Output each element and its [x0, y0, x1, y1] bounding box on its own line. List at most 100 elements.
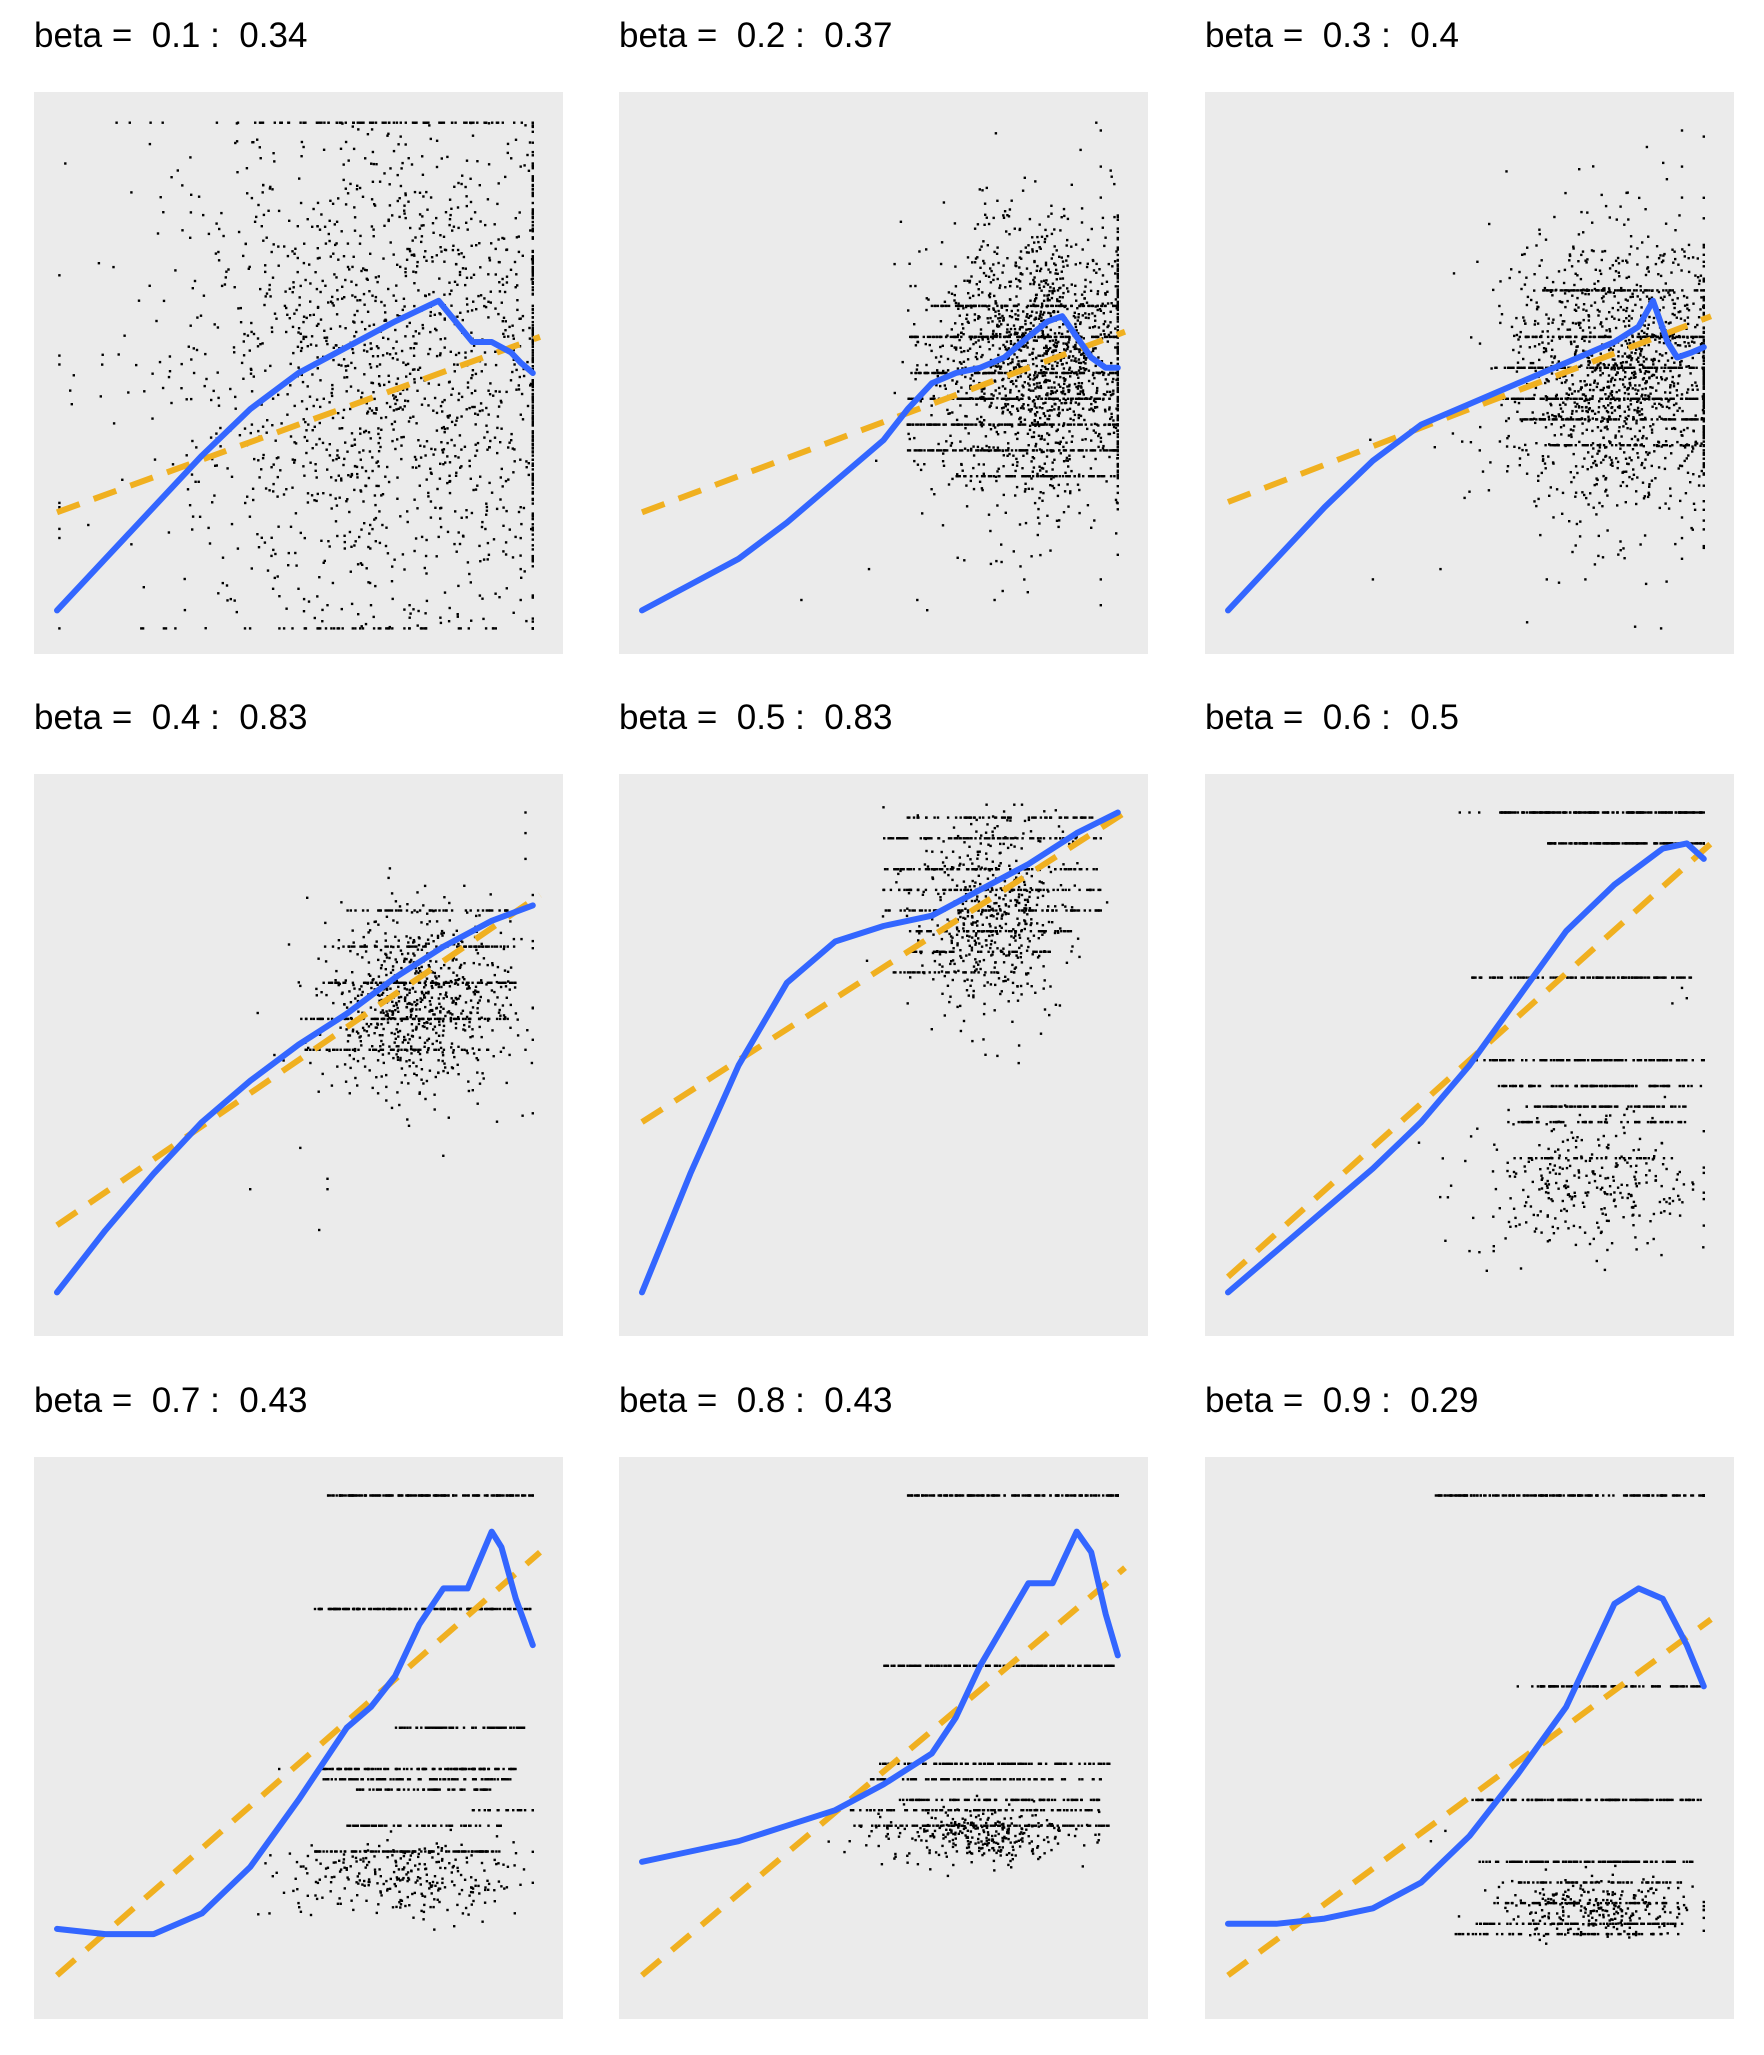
data-point	[303, 435, 306, 439]
data-point	[526, 153, 529, 157]
data-point	[1011, 358, 1014, 361]
data-point	[408, 627, 411, 630]
data-point	[337, 197, 340, 200]
data-point	[406, 247, 409, 251]
data-point	[264, 270, 267, 274]
data-point	[427, 352, 430, 356]
data-point	[1628, 381, 1632, 385]
data-point	[375, 461, 378, 464]
data-point	[1077, 414, 1080, 417]
data-point	[980, 355, 983, 359]
data-point	[1109, 394, 1113, 397]
data-point	[1046, 409, 1049, 412]
data-point	[1016, 309, 1020, 312]
data-point	[1057, 406, 1061, 409]
data-point	[1082, 337, 1085, 340]
data-point	[317, 322, 320, 326]
data-point	[974, 371, 977, 375]
data-point	[475, 449, 479, 452]
data-point	[978, 420, 981, 424]
data-point	[942, 449, 945, 452]
data-point	[933, 371, 936, 375]
data-point	[327, 232, 330, 236]
data-point	[987, 294, 991, 297]
data-point	[998, 423, 1001, 426]
data-point	[992, 475, 995, 478]
data-point	[932, 335, 936, 339]
data-point	[431, 222, 435, 225]
data-point	[1042, 491, 1045, 495]
data-point	[432, 453, 435, 456]
data-point	[1583, 380, 1586, 383]
data-point	[1044, 261, 1048, 264]
data-point	[494, 273, 497, 276]
data-point	[1639, 370, 1642, 373]
data-point	[963, 279, 966, 282]
data-point	[345, 369, 348, 372]
data-point	[1053, 408, 1056, 411]
data-point	[313, 616, 316, 620]
data-point	[1653, 358, 1656, 361]
data-point	[1008, 208, 1012, 211]
data-point	[1004, 402, 1007, 406]
data-point	[1051, 289, 1054, 293]
data-point	[336, 298, 339, 301]
data-point	[1043, 374, 1047, 377]
data-point	[58, 527, 61, 531]
data-point	[1599, 322, 1602, 326]
data-point	[1016, 431, 1020, 435]
data-point	[1042, 412, 1046, 415]
data-point	[112, 422, 116, 425]
data-point	[256, 533, 259, 536]
data-point	[1631, 309, 1634, 312]
data-point	[1630, 357, 1634, 360]
data-point	[1604, 204, 1608, 208]
data-point	[1626, 405, 1630, 408]
data-point	[928, 335, 932, 339]
data-point	[1116, 345, 1119, 348]
data-point	[1542, 413, 1545, 416]
data-point	[512, 337, 515, 340]
data-point	[424, 294, 427, 297]
data-point	[1028, 428, 1032, 432]
data-point	[504, 320, 507, 323]
data-point	[1028, 217, 1032, 221]
data-point	[336, 627, 339, 630]
data-point	[502, 237, 506, 240]
data-point	[335, 242, 338, 245]
data-point	[69, 389, 72, 392]
data-point	[954, 348, 958, 351]
data-point	[435, 165, 439, 169]
data-point	[1678, 344, 1682, 347]
data-point	[947, 483, 951, 486]
data-point	[1605, 329, 1608, 332]
data-point	[1050, 386, 1053, 389]
data-point	[272, 482, 275, 486]
data-point	[1518, 457, 1522, 460]
data-point	[1658, 506, 1661, 510]
data-point	[337, 474, 340, 477]
data-point	[498, 290, 502, 293]
data-point	[1074, 243, 1078, 246]
data-point	[994, 475, 998, 478]
data-point	[522, 374, 526, 378]
data-point	[1093, 406, 1097, 409]
data-point	[1630, 437, 1634, 441]
data-point	[346, 498, 349, 501]
data-point	[1046, 283, 1050, 286]
data-point	[1115, 307, 1118, 310]
data-point	[1583, 339, 1586, 343]
data-point	[1081, 391, 1085, 394]
data-point	[497, 312, 500, 316]
data-point	[531, 365, 534, 368]
data-point	[1583, 457, 1586, 460]
data-point	[517, 388, 521, 391]
data-point	[1033, 501, 1037, 505]
data-point	[1006, 348, 1009, 352]
data-point	[1036, 411, 1039, 414]
data-point	[515, 236, 519, 239]
data-point	[406, 399, 410, 403]
data-point	[1625, 418, 1629, 421]
data-point	[264, 487, 268, 490]
data-point	[361, 195, 365, 198]
